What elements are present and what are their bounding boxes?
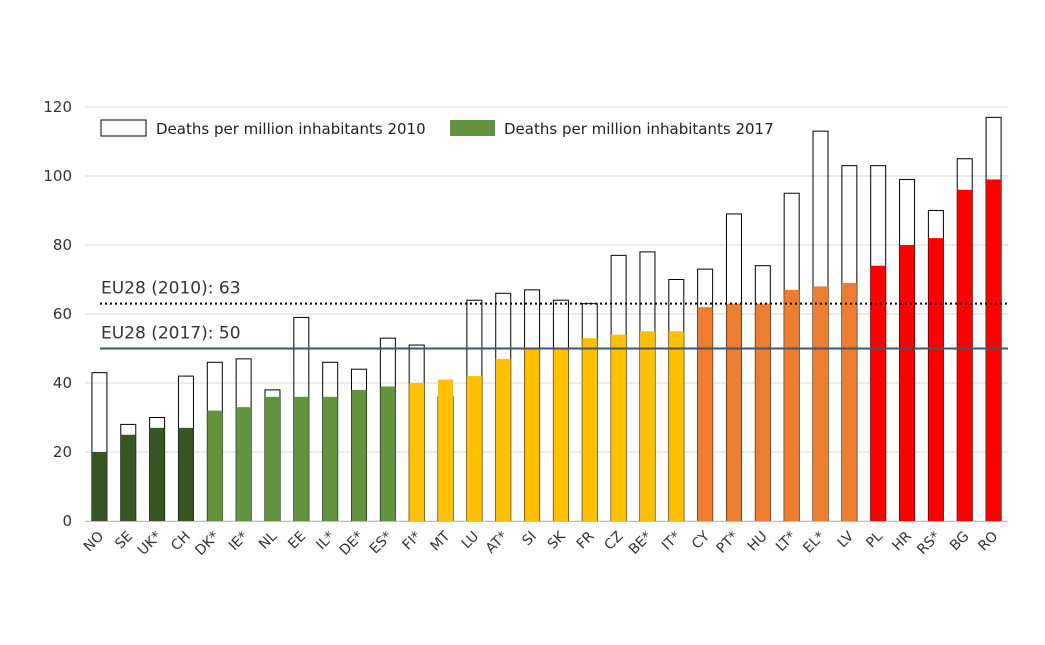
y-tick-label: 60 [53,305,72,323]
bar-2017-RS* [928,238,944,521]
bar-2017-SK [553,348,569,521]
y-tick-label: 0 [62,512,72,530]
x-tick-label: IT* [659,529,684,554]
x-tick-label: RS* [914,529,943,558]
x-tick-label: AT* [483,529,511,557]
x-tick-label: PT* [714,529,742,557]
bar-2017-CH [178,427,194,521]
bar-2017-FR [582,338,598,521]
legend-swatch-2017 [450,120,495,136]
x-tick-label: RO [975,529,1001,555]
x-tick-label: IL* [313,529,338,554]
y-tick-label: 40 [53,374,72,392]
y-tick-label: 120 [43,98,72,116]
bar-2017-PL [870,265,886,521]
bar-2017-UK* [149,427,165,521]
x-tick-label: NL [256,528,280,552]
x-tick-label: EE [285,529,309,553]
ref-label-2010: EU28 (2010): 63 [101,279,241,299]
x-tick-label: CH [168,529,194,555]
bar-2017-EL* [813,286,829,521]
y-tick-label: 20 [53,443,72,461]
x-tick-label: CY [689,528,713,552]
y-tick-label: 100 [43,167,72,185]
x-tick-label: HR [889,528,915,554]
bars [91,116,1002,522]
x-tick-label: BG [947,529,973,555]
bar-2017-PT* [726,303,742,521]
bar-2017-LU [466,376,482,521]
bar-2017-ES* [380,386,396,521]
x-tick-label: HU [745,529,771,555]
bar-2017-BE* [639,331,655,521]
x-tick-label: UK* [135,529,165,559]
bar-2017-IL* [322,396,338,521]
bar-2017-EE [293,396,309,521]
bar-2017-IT* [668,331,684,521]
x-tick-label: MT [427,528,453,554]
x-tick-label: ES* [367,529,396,558]
legend: Deaths per million inhabitants 2010 Deat… [100,119,774,138]
legend-label-2017: Deaths per million inhabitants 2017 [504,120,774,138]
ref-label-2017: EU28 (2017): 50 [101,324,241,344]
bar-2017-CZ [611,334,627,521]
bar-2017-SE [120,434,136,521]
bar-2017-DK* [207,410,223,521]
bar-2017-CY [697,307,713,521]
bar-2017-HR [899,245,915,521]
bar-2017-MT [438,379,454,521]
bar-2017-NL [264,396,280,521]
x-tick-label: EL* [800,529,828,557]
x-tick-label: NO [81,529,108,556]
x-tick-label: IE* [226,529,251,554]
y-axis-ticks: 0 20 40 60 80 100 120 [43,98,72,530]
bar-2017-HU [755,303,771,521]
y-tick-label: 80 [53,236,72,254]
bar-2017-RO [986,179,1002,521]
x-tick-label: BE* [626,529,655,558]
legend-label-2010: Deaths per million inhabitants 2010 [156,120,426,138]
x-tick-label: DK* [192,529,222,559]
bar-2017-LV [841,282,857,521]
bar-2017-SI [524,348,540,521]
x-tick-label: DE* [337,529,367,559]
x-tick-label: LT* [773,529,799,555]
x-tick-label: CZ [601,529,626,554]
x-tick-label: FI* [400,529,425,554]
bar-2017-LT* [784,289,800,521]
x-tick-label: LU [459,529,483,553]
bar-2017-NO [91,452,107,521]
legend-swatch-2010 [100,119,147,137]
grid-lines [85,106,1008,522]
reference-lines: EU28 (2010): 63 EU28 (2017): 50 [100,279,1008,350]
x-tick-label: SE [112,529,136,553]
x-tick-label: PL [863,528,886,551]
x-tick-label: LV [835,528,858,551]
bar-2017-AT* [495,358,511,521]
x-tick-label: FR [574,528,598,552]
x-tick-label: SK [545,528,570,553]
bar-2017-DE* [351,389,367,521]
bar-2017-IE* [236,407,252,521]
x-tick-label: SI [519,529,540,550]
bar-2017-FI* [409,383,425,521]
bar-2017-BG [957,189,973,522]
